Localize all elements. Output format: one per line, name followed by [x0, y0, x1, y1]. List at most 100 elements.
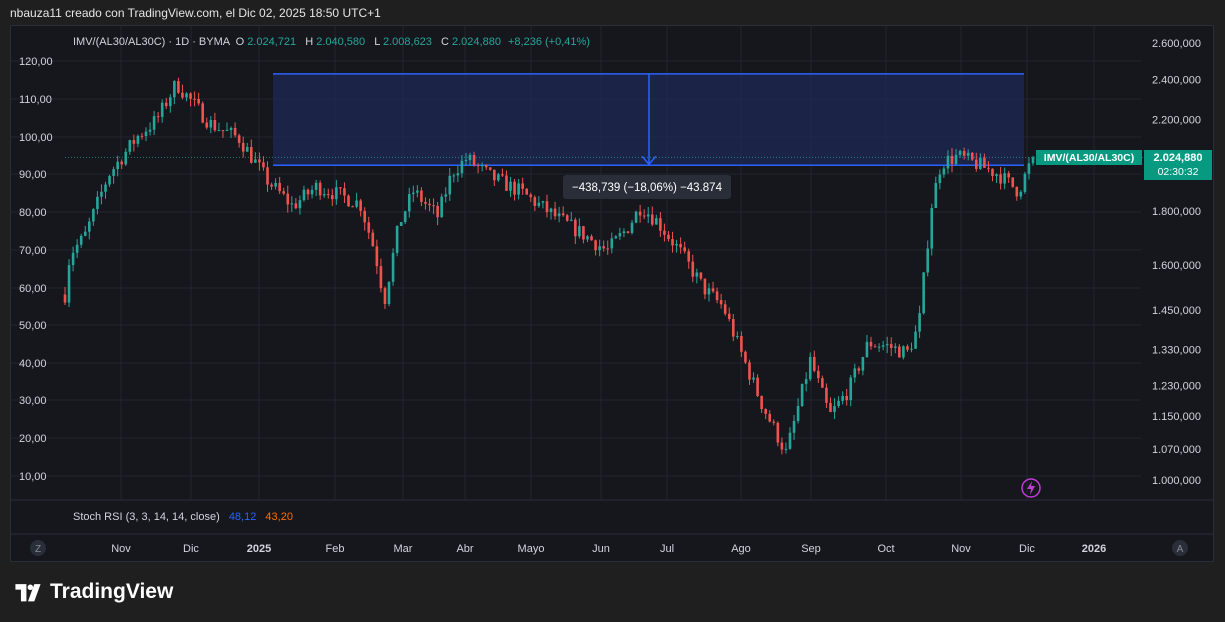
measure-label: −438,739 (−18,06%) −43.874: [563, 175, 731, 199]
candle-body: [428, 203, 431, 206]
candle-body: [602, 246, 605, 249]
tradingview-logo-text: TradingView: [50, 580, 174, 603]
auto-scale-button[interactable]: Z: [30, 540, 46, 556]
candle-body: [1003, 173, 1006, 184]
candle-body: [476, 165, 480, 167]
candle-body: [590, 236, 593, 241]
right-axis-tick: 1.450,000: [1152, 305, 1201, 317]
candle-body: [950, 155, 954, 164]
candle-body: [817, 370, 820, 379]
candle-body: [586, 236, 589, 240]
candle-body: [930, 208, 934, 249]
candle-body: [221, 130, 225, 132]
candle-body: [96, 196, 99, 210]
symbol-legend[interactable]: IMV/(AL30/AL30C) · 1D · BYMA O 2.024,721…: [73, 36, 590, 48]
candle-body: [723, 304, 727, 314]
candle-body: [262, 162, 265, 168]
time-axis-tick: 2025: [247, 543, 271, 555]
candle-body: [501, 174, 504, 176]
time-axis-tick: Feb: [326, 543, 345, 555]
right-axis-tick: 1.600,000: [1152, 260, 1201, 272]
candle-body: [663, 230, 666, 235]
candle-body: [537, 202, 541, 206]
candle-body: [918, 313, 921, 332]
candle-body: [258, 159, 261, 163]
candle-body: [517, 183, 520, 195]
candle-body: [687, 251, 691, 262]
candle-body: [120, 161, 124, 165]
tradingview-logo[interactable]: TradingView: [12, 580, 173, 604]
candle-body: [112, 169, 115, 176]
candle-body: [468, 155, 472, 161]
scale-mode-button[interactable]: A: [1172, 540, 1188, 556]
candles[interactable]: [63, 77, 1035, 455]
candle-body: [290, 203, 294, 205]
candle-body: [75, 244, 79, 253]
right-price-axis[interactable]: 2.600,000 2.400,000 2.200,000 1.800,000 1.60…: [1152, 38, 1201, 487]
candle-body: [650, 214, 654, 225]
candle-body: [116, 161, 119, 170]
candle-body: [185, 93, 188, 98]
time-axis[interactable]: Nov Dic 2025 Feb Mar Abr Mayo Jun Jul Ago Sep Oct No…: [111, 543, 1106, 555]
candle-body: [136, 135, 140, 144]
candle-body: [561, 213, 565, 216]
measure-label-text: −438,739 (−18,06%) −43.874: [572, 182, 723, 194]
stoch-rsi-legend[interactable]: Stoch RSI (3, 3, 14, 14, close) 48,12 43…: [73, 511, 293, 523]
candle-body: [395, 225, 399, 253]
candle-body: [565, 215, 569, 221]
candle-body: [634, 211, 638, 223]
left-axis-tick: 10,00: [19, 471, 47, 483]
candle-body: [383, 288, 387, 305]
candle-body: [938, 174, 942, 184]
candle-body: [857, 368, 861, 371]
chart-container[interactable]: −438,739 (−18,06%) −43.874 IMV/(AL30/AL3…: [10, 25, 1214, 562]
candle-body: [1019, 191, 1023, 197]
candle-body: [768, 413, 772, 422]
right-axis-tick: 2.400,000: [1152, 75, 1201, 87]
candle-body: [873, 346, 877, 348]
candle-body: [484, 165, 488, 168]
left-price-axis[interactable]: 120,00 110,00 100,00 90,00 80,00 70,00 60,00 50…: [19, 56, 53, 483]
candle-body: [83, 231, 87, 236]
candle-body: [266, 167, 269, 185]
candle-body: [703, 278, 707, 295]
price-chart[interactable]: −438,739 (−18,06%) −43.874 IMV/(AL30/AL3…: [11, 26, 1213, 561]
candle-body: [452, 175, 456, 177]
candle-body: [363, 210, 367, 223]
legend-symbol: IMV/(AL30/AL30C) · 1D · BYMA: [73, 36, 231, 48]
candle-body: [318, 182, 322, 196]
candle-body: [128, 140, 132, 152]
candle-body: [598, 246, 601, 251]
right-axis-tick: 1.070,000: [1152, 444, 1201, 456]
candle-body: [780, 442, 784, 450]
candle-body: [760, 395, 763, 410]
candle-body: [270, 184, 273, 187]
candle-body: [375, 246, 379, 267]
candle-body: [695, 272, 699, 277]
candle-body: [541, 201, 545, 203]
right-axis-tick: 2.200,000: [1152, 114, 1201, 126]
candle-body: [983, 157, 986, 168]
candle-body: [748, 362, 751, 380]
candle-body: [667, 234, 670, 240]
svg-text:Z: Z: [35, 544, 41, 555]
candle-body: [493, 169, 496, 181]
candle-body: [193, 98, 196, 100]
candle-body: [448, 175, 452, 195]
candle-body: [719, 300, 723, 305]
candle-body: [1027, 163, 1031, 174]
candle-body: [974, 159, 978, 169]
candle-body: [335, 187, 338, 200]
alert-icon[interactable]: [1021, 478, 1041, 498]
candle-body: [480, 165, 484, 167]
candle-body: [549, 208, 553, 213]
chart-caption: nbauza11 creado con TradingView.com, el …: [10, 6, 381, 20]
candle-body: [691, 261, 695, 277]
time-axis-tick: Ago: [731, 543, 751, 555]
candle-body: [942, 168, 946, 175]
left-axis-tick: 120,00: [19, 56, 53, 68]
candle-body: [910, 348, 913, 350]
candle-body: [100, 191, 103, 197]
candle-body: [987, 167, 990, 169]
candle-body: [934, 183, 938, 209]
